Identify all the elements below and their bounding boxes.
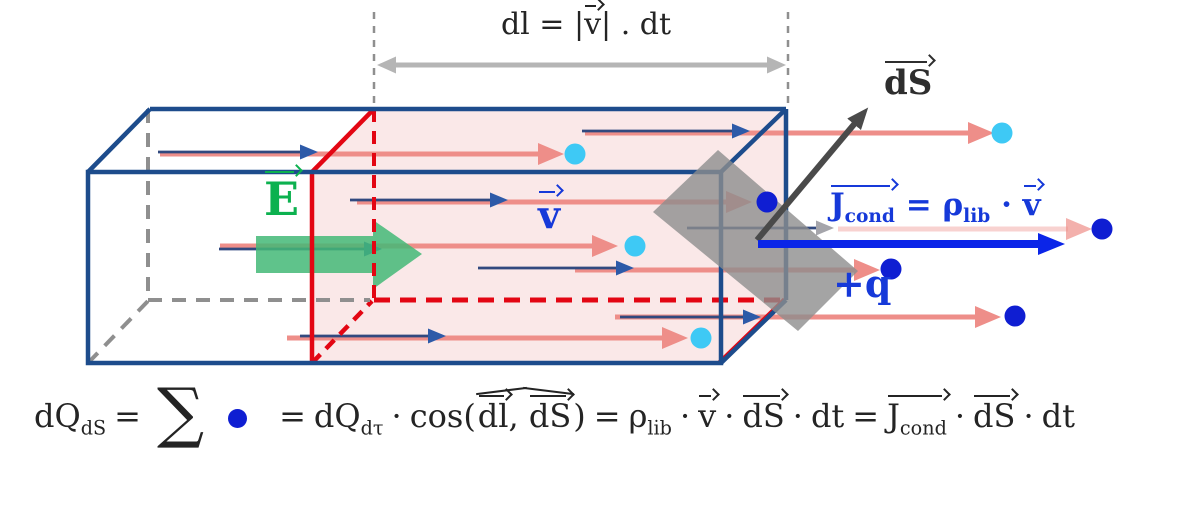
surface-element (653, 150, 858, 331)
charge-dot-blue (1091, 218, 1113, 240)
box-hidden-edges (86, 109, 370, 365)
charge-dot-blue (880, 258, 902, 280)
box-edge-bottom-left-diagonal (86, 299, 150, 365)
e-field-arrow (256, 220, 422, 289)
drift-velocity-arrows (158, 123, 834, 344)
sum-symbol: ∑ (156, 374, 205, 451)
charge-label: +q (833, 261, 892, 306)
current-density-equation: Jcond = ρlib · v (830, 185, 1041, 228)
angle-hat-group: dl, dS (476, 395, 573, 432)
charge-dot-symbol (228, 409, 248, 428)
displacement-length-label: dl = |v| . dt (500, 5, 672, 42)
charge-dot-blue (756, 191, 778, 213)
charge-dot-cyan (624, 235, 646, 257)
velocity-label: v (538, 191, 561, 237)
ds-normal-arrow (754, 107, 869, 242)
charge-dot-cyan (690, 327, 712, 349)
surface-normal-label: dS (884, 61, 933, 103)
charge-dot-cyan (564, 143, 586, 165)
e-field-label: E (264, 171, 300, 226)
box-edge-top-left-diagonal (86, 107, 152, 174)
j-cond-token: Jcond (830, 185, 895, 228)
slab-edge-top (310, 107, 376, 174)
slab-edge-bottom-diagonal-hidden (310, 299, 374, 365)
j-cond-token: Jcond (887, 395, 947, 440)
charge-dots (564, 122, 1113, 349)
charge-dot-cyan (991, 122, 1013, 144)
charge-flux-equation: dQdS = ∑ = dQdτ · cos(dl, dS) = ρlib · v · dS · dt = Jco… (34, 374, 1075, 451)
charge-dot-blue (1004, 305, 1026, 327)
dimension-indicator (372, 12, 790, 108)
v-vector-token: v (584, 5, 602, 42)
angle-hat (476, 385, 573, 394)
box-edge-top-right-diagonal (719, 107, 788, 174)
carrier-displacement-arrows (160, 122, 1092, 349)
